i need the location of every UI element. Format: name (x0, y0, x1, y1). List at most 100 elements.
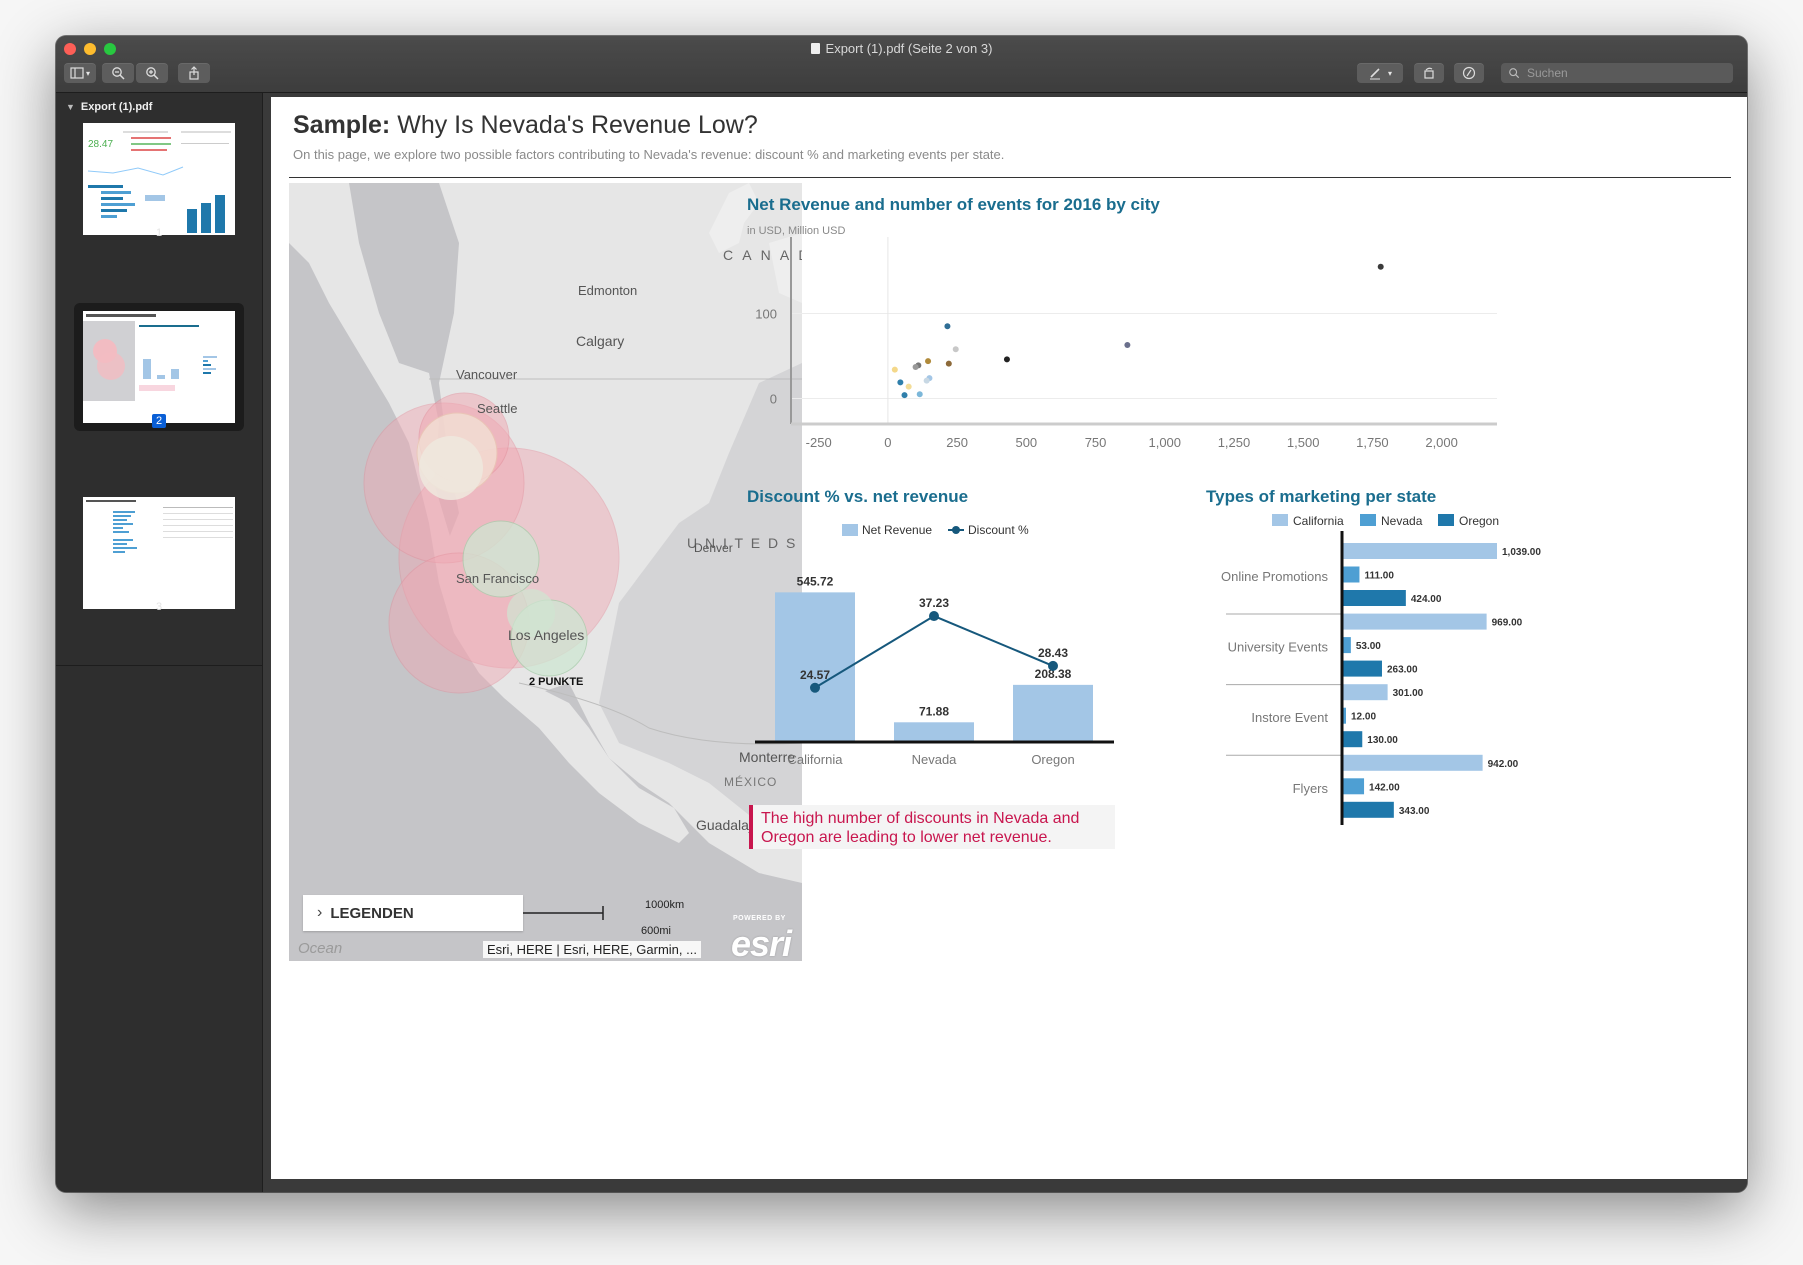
zoom-in-icon (146, 67, 159, 80)
marketing-bar (1343, 754, 1483, 771)
window-title: Export (1).pdf (Seite 2 von 3) (56, 41, 1747, 56)
scale-mi-label: 600mi (641, 925, 671, 937)
map-label-calgary: Calgary (576, 333, 625, 349)
scatter-chart-title: Net Revenue and number of events for 201… (747, 195, 1160, 214)
marketing-legend-swatch (1272, 514, 1288, 526)
marketing-legend-swatch (1360, 514, 1376, 526)
page-thumbnail-3[interactable] (83, 497, 235, 609)
esri-powered-by: POWERED BY (733, 915, 786, 922)
scatter-x-tick-label: 250 (946, 435, 968, 450)
scatter-point (945, 360, 952, 367)
scatter-x-tick-label: 0 (884, 435, 891, 450)
sidebar-toggle-button[interactable]: ▾ (64, 63, 96, 83)
map-widget[interactable]: C A N A D Edmonton Calgary Vancouver Sea… (289, 183, 802, 961)
scatter-point (897, 379, 904, 386)
discount-point (1048, 660, 1058, 671)
scatter-point (901, 392, 908, 399)
legend-net-revenue-swatch (842, 524, 858, 536)
scatter-point (925, 358, 932, 365)
scatter-point (916, 391, 923, 398)
marketing-legend-label: Nevada (1381, 514, 1423, 528)
esri-logo[interactable]: esri (731, 923, 792, 961)
chevron-right-icon: › (317, 904, 323, 921)
scale-km-label: 1000km (645, 899, 685, 911)
discount-point (929, 611, 939, 622)
marketing-bar-label: 424.00 (1411, 594, 1442, 605)
zoom-out-button[interactable] (102, 63, 134, 83)
search-icon (1509, 68, 1520, 79)
revenue-bar (775, 592, 855, 742)
map-label-san-francisco: San Francisco (456, 571, 540, 586)
map-label-vancouver: Vancouver (456, 367, 518, 382)
annotate-button[interactable] (1454, 63, 1484, 83)
discount-point (810, 682, 820, 693)
discount-point-label: 24.57 (800, 668, 830, 682)
disclosure-triangle-icon[interactable]: ▼ (66, 102, 75, 112)
marketing-bar (1343, 731, 1363, 748)
page-thumbnail-2[interactable] (83, 311, 235, 423)
page-thumbnail-3-preview (86, 500, 233, 553)
svg-text:28.47: 28.47 (88, 139, 113, 150)
marketing-bar (1343, 660, 1382, 677)
scatter-x-tick-label: 1,750 (1356, 435, 1389, 450)
scatter-point (905, 383, 912, 390)
marketing-bar (1343, 801, 1394, 818)
sidebar-divider (56, 665, 262, 666)
marketing-category-label: Instore Event (1251, 710, 1328, 725)
map-canvas[interactable] (289, 183, 802, 961)
marketing-bar-label: 969.00 (1492, 618, 1523, 629)
minimize-window-button[interactable] (84, 43, 96, 55)
marketing-bar-label: 1,039.00 (1502, 547, 1541, 558)
zoom-in-button[interactable] (136, 63, 168, 83)
zoom-window-button[interactable] (104, 43, 116, 55)
map-legend-button[interactable]: › LEGENDEN (303, 895, 523, 931)
scatter-chart[interactable]: 0 100 -250 0 250 500 750 1,000 1,250 1,500 1,750 2,… (747, 237, 1527, 477)
search-box[interactable] (1501, 63, 1733, 83)
map-label-united-states: U N I T E D S (687, 535, 798, 551)
map-attribution[interactable]: Esri, HERE | Esri, HERE, Garmin, ... (483, 941, 701, 958)
marketing-bar-label: 53.00 (1356, 641, 1381, 652)
document-canvas[interactable]: Sample: Why Is Nevada's Revenue Low? On … (263, 93, 1747, 1192)
scatter-point (1124, 341, 1131, 348)
page-thumbnail-1[interactable]: 28.47 (83, 123, 235, 235)
discount-x-tick-label: California (788, 752, 844, 767)
pdf-page: Sample: Why Is Nevada's Revenue Low? On … (271, 97, 1747, 1179)
marketing-chart[interactable]: California Nevada Oregon 1,039.00 111.00 424.… (1206, 511, 1596, 841)
page-thumbnail-1-preview: 28.47 (87, 131, 231, 233)
page-subtitle: On this page, we explore two possible fa… (293, 147, 1005, 162)
scatter-y-tick-label: 0 (770, 392, 777, 407)
map-label-denver: Denver (694, 541, 733, 555)
legend-net-revenue-label: Net Revenue (862, 523, 932, 537)
scatter-point (1003, 356, 1010, 363)
discount-x-tick-label: Oregon (1031, 752, 1074, 767)
discount-chart[interactable]: Net Revenue Discount % 545.72 California 71.… (747, 517, 1137, 782)
marketing-legend-swatch (1438, 514, 1454, 526)
rotate-button[interactable] (1414, 63, 1444, 83)
legend-discount-marker (952, 526, 960, 534)
share-button[interactable] (178, 63, 210, 83)
zoom-out-icon (112, 67, 125, 80)
close-window-button[interactable] (64, 43, 76, 55)
revenue-bar-label: 208.38 (1035, 667, 1072, 681)
search-input[interactable] (1525, 65, 1729, 81)
marketing-category-label: Online Promotions (1221, 569, 1328, 584)
marketing-bar (1343, 543, 1497, 559)
page-thumbnail-1-label: 1 (155, 227, 163, 239)
chevron-down-icon: ▾ (85, 68, 90, 78)
sidebar-document-header[interactable]: ▼ Export (1).pdf (66, 101, 153, 113)
page-thumbnail-3-label: 3 (155, 601, 163, 613)
map-label-edmonton: Edmonton (578, 283, 638, 298)
discount-x-tick-label: Nevada (912, 752, 958, 767)
pdf-file-icon (810, 43, 820, 54)
scatter-point (891, 366, 898, 373)
legend-discount-label: Discount % (968, 523, 1029, 537)
marketing-chart-title: Types of marketing per state (1206, 487, 1437, 506)
map-label-monterrey: Monterre (739, 749, 796, 765)
marketing-bar-label: 130.00 (1367, 735, 1398, 746)
marketing-bar (1343, 637, 1351, 654)
map-cluster-label[interactable]: 2 PUNKTE (529, 676, 584, 688)
pen-icon (1369, 68, 1380, 80)
discount-chart-title: Discount % vs. net revenue (747, 487, 969, 506)
markup-button[interactable]: ▾ (1357, 63, 1403, 83)
scatter-x-tick-label: 500 (1015, 435, 1037, 450)
